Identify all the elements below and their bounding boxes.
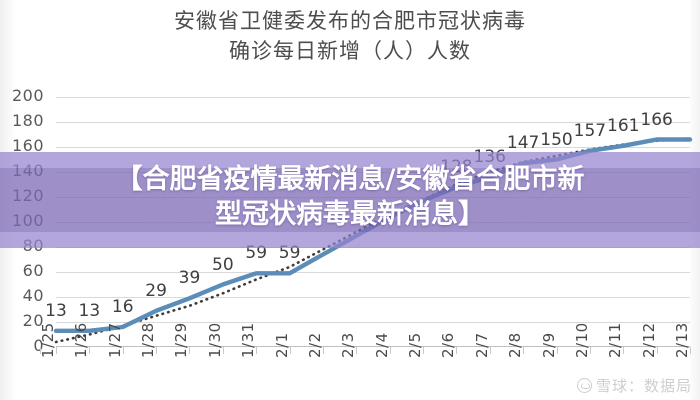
overlay-band-middle [0, 168, 700, 232]
trend-line-dotted [54, 136, 692, 344]
x-axis-tickmark [322, 347, 324, 354]
x-axis-tickmark [656, 347, 658, 354]
x-axis-tickmarks [40, 347, 691, 355]
x-axis-tickmark [389, 347, 391, 354]
gridline [56, 272, 690, 273]
x-axis-tick-label: 2/13 [673, 322, 691, 358]
data-value-label: 39 [178, 268, 201, 289]
y-axis-tick-label: 160 [11, 136, 44, 155]
x-axis-tickmark [122, 347, 124, 354]
gridline [56, 97, 690, 98]
x-axis-tickmark [156, 347, 158, 354]
x-axis-tick-label: 2/6 [439, 332, 458, 358]
data-value-label: 59 [245, 243, 268, 264]
chart-title: 安徽省卫健委发布的合肥市冠状病毒 确诊每日新增（人）人数 [0, 6, 700, 66]
x-axis-tick-label: 2/3 [339, 332, 358, 358]
corner-watermark: 雪球：数据局 [576, 375, 692, 396]
x-axis-tick-label: 1/25 [39, 322, 57, 358]
x-axis-tickmark [256, 347, 258, 354]
x-axis-tick-label: 2/9 [539, 332, 558, 358]
data-value-label: 13 [45, 300, 67, 321]
data-value-label: 166 [640, 109, 673, 130]
corner-watermark-text: 雪球：数据局 [595, 377, 692, 395]
x-axis-tick-label: 2/12 [639, 322, 658, 358]
y-axis-tick-label: 180 [11, 111, 44, 130]
data-value-label: 13 [78, 300, 101, 321]
overlay-headline: 【合肥省疫情最新消息/安徽省合肥市新 型冠状病毒最新消息】 [0, 162, 700, 232]
x-axis-tickmark [89, 347, 91, 354]
x-axis-tickmark [189, 347, 191, 354]
x-axis-tick-label: 2/2 [305, 332, 324, 358]
x-axis-tickmark [523, 347, 525, 354]
x-axis-tick-label: 2/7 [472, 332, 491, 358]
y-axis-tick-label: 40 [22, 286, 44, 305]
overlay-band-top [0, 152, 700, 168]
overlay-headline-line1: 【合肥省疫情最新消息/安徽省合肥市新 [115, 164, 585, 195]
gridline [56, 322, 690, 323]
y-axis-tick-label: 0 [33, 336, 44, 355]
x-axis-tick-label: 2/4 [372, 332, 391, 358]
x-axis-tick-label: 2/5 [406, 332, 425, 358]
x-axis-tickmark [690, 347, 691, 354]
x-axis-tickmark [40, 347, 41, 354]
x-axis-tickmark [56, 347, 57, 354]
xueqiu-logo-icon [576, 378, 592, 393]
data-value-label: 16 [111, 297, 134, 317]
x-axis-tick-label: 1/28 [139, 322, 158, 358]
x-axis-tick-label: 1/27 [105, 322, 124, 358]
data-value-label: 161 [607, 115, 640, 136]
y-axis-tick-label: 20 [22, 311, 44, 330]
x-axis-baseline [56, 346, 690, 347]
overlay-band-bottom [0, 232, 700, 248]
x-axis-tickmark [423, 347, 425, 354]
x-axis-tick-label: 1/30 [205, 322, 224, 358]
gridline [56, 297, 690, 298]
x-axis-tick-label: 2/1 [272, 332, 291, 358]
chart-title-line1: 安徽省卫健委发布的合肥市冠状病毒 [174, 9, 526, 33]
x-axis-tickmark [456, 347, 458, 354]
data-value-label: 157 [573, 120, 607, 141]
x-axis-tickmark [289, 347, 291, 354]
y-axis-tick-label: 200 [11, 86, 44, 105]
x-axis-tickmark [589, 347, 591, 354]
y-axis-tick-label: 60 [22, 261, 44, 280]
x-axis-tick-label: 2/10 [572, 322, 591, 358]
x-axis-tickmark [489, 347, 491, 354]
chart-title-line2: 确诊每日新增（人）人数 [229, 39, 471, 63]
x-axis-tickmark [623, 347, 625, 354]
x-axis-tickmark [222, 347, 224, 354]
gridline [56, 147, 690, 148]
data-value-label: 150 [540, 129, 573, 150]
x-axis-tickmark [356, 347, 358, 354]
data-value-label: 50 [212, 254, 234, 275]
x-axis-tick-label: 1/29 [172, 322, 191, 358]
data-value-label: 59 [278, 243, 301, 264]
x-axis-tickmark [556, 347, 558, 354]
overlay-headline-line2: 型冠状病毒最新消息】 [215, 199, 485, 230]
x-axis-tick-label: 2/11 [606, 322, 625, 358]
x-axis-tick-label: 2/8 [506, 332, 525, 358]
x-axis-tick-label: 1/26 [72, 322, 91, 358]
gridline [56, 122, 690, 123]
x-axis-tick-label: 1/31 [239, 322, 258, 358]
data-value-label: 147 [506, 133, 540, 154]
data-value-label: 29 [145, 280, 167, 301]
